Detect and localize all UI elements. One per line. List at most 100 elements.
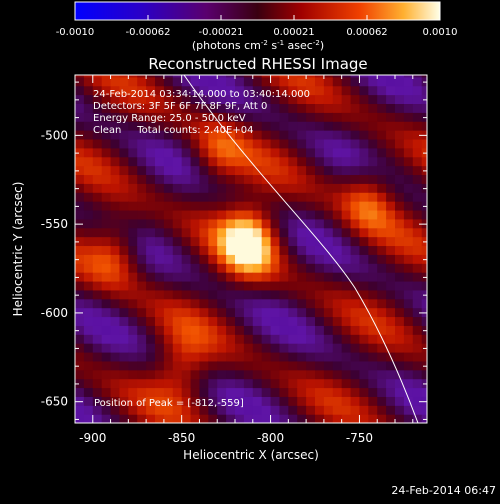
heatmap-cell xyxy=(395,94,405,105)
heatmap-cell xyxy=(163,138,174,149)
heatmap-cell xyxy=(208,396,218,406)
heatmap-cell xyxy=(243,334,254,344)
heatmap-cell xyxy=(75,369,85,380)
heatmap-cell xyxy=(137,360,147,371)
heatmap-cell xyxy=(163,192,174,202)
heatmap-cell xyxy=(172,280,183,291)
heatmap-cell xyxy=(243,75,254,78)
heatmap-cell xyxy=(279,272,289,282)
heatmap-cell xyxy=(421,351,427,362)
heatmap-cell xyxy=(137,414,147,423)
heatmap-cell xyxy=(235,218,245,229)
heatmap-cell xyxy=(412,289,423,300)
heatmap-cell xyxy=(101,103,112,113)
heatmap-cell xyxy=(119,351,129,362)
heatmap-cell xyxy=(119,369,129,380)
heatmap-cell xyxy=(377,201,387,211)
heatmap-cell xyxy=(172,414,183,423)
heatmap-cell xyxy=(359,138,369,149)
heatmap-cell xyxy=(288,94,298,105)
heatmap-cell xyxy=(83,351,94,362)
heatmap-cell xyxy=(279,209,289,220)
heatmap-cell xyxy=(226,325,236,335)
heatmap-cell xyxy=(270,351,281,362)
heatmap-cell xyxy=(377,396,387,406)
heatmap-cell xyxy=(386,218,396,229)
heatmap-cell xyxy=(137,289,147,300)
heatmap-cell xyxy=(350,369,361,380)
heatmap-cell xyxy=(172,387,183,397)
heatmap-cell xyxy=(235,147,245,158)
heatmap-cell xyxy=(368,272,378,282)
heatmap-cell xyxy=(155,280,165,291)
heatmap-cell xyxy=(288,121,298,131)
heatmap-cell xyxy=(92,76,103,87)
heatmap-cell xyxy=(395,174,405,184)
heatmap-cell xyxy=(75,121,85,131)
heatmap-cell xyxy=(261,85,272,96)
heatmap-cell xyxy=(377,121,387,131)
heatmap-cell xyxy=(119,387,129,397)
heatmap-cell xyxy=(190,351,201,362)
heatmap-cell xyxy=(377,183,387,193)
heatmap-cell xyxy=(92,165,103,176)
heatmap-cell xyxy=(128,183,138,193)
heatmap-area xyxy=(75,75,427,423)
heatmap-cell xyxy=(297,85,307,96)
heatmap-cell xyxy=(75,218,85,229)
heatmap-cell xyxy=(137,387,147,397)
heatmap-cell xyxy=(217,138,227,149)
heatmap-cell xyxy=(279,414,289,423)
heatmap-cell xyxy=(323,138,334,149)
heatmap-cell xyxy=(359,263,369,273)
heatmap-cell xyxy=(403,263,414,273)
heatmap-cell xyxy=(190,130,201,140)
heatmap-cell xyxy=(332,263,343,273)
heatmap-cell xyxy=(128,236,138,247)
heatmap-cell xyxy=(119,245,129,255)
heatmap-cell xyxy=(332,76,343,87)
heatmap-cell xyxy=(279,396,289,406)
heatmap-cell xyxy=(341,76,352,87)
heatmap-cell xyxy=(217,387,227,397)
heatmap-cell xyxy=(270,307,281,318)
heatmap-cell xyxy=(83,174,94,184)
heatmap-cell xyxy=(208,227,218,238)
heatmap-cell xyxy=(412,360,423,371)
heatmap-cell xyxy=(306,183,316,193)
heatmap-cell xyxy=(368,360,378,371)
heatmap-cell xyxy=(226,272,236,282)
heatmap-cell xyxy=(146,343,156,353)
heatmap-cell xyxy=(163,209,174,220)
heatmap-cell xyxy=(359,236,369,247)
heatmap-cell xyxy=(137,405,147,415)
heatmap-cell xyxy=(128,369,138,380)
heatmap-cell xyxy=(128,325,138,335)
heatmap-cell xyxy=(306,112,316,122)
heatmap-cell xyxy=(403,165,414,176)
heatmap-cell xyxy=(83,94,94,105)
heatmap-cell xyxy=(341,174,352,184)
heatmap-cell xyxy=(386,360,396,371)
x-tick-label: -750 xyxy=(346,431,373,445)
heatmap-cell xyxy=(128,218,138,229)
heatmap-cell xyxy=(199,387,209,397)
heatmap-cell xyxy=(323,272,334,282)
heatmap-cell xyxy=(270,369,281,380)
heatmap-cell xyxy=(208,209,218,220)
heatmap-cell xyxy=(155,414,165,423)
heatmap-cell xyxy=(137,307,147,318)
heatmap-cell xyxy=(359,227,369,238)
heatmap-cell xyxy=(226,396,236,406)
heatmap-cell xyxy=(421,156,427,167)
heatmap-cell xyxy=(235,360,245,371)
heatmap-cell xyxy=(315,85,325,96)
heatmap-cell xyxy=(377,405,387,415)
heatmap-cell xyxy=(199,378,209,389)
heatmap-cell xyxy=(208,121,218,131)
heatmap-cell xyxy=(146,227,156,238)
heatmap-cell xyxy=(377,75,387,78)
heatmap-cell xyxy=(279,103,289,113)
heatmap-cell xyxy=(110,138,121,149)
heatmap-cell xyxy=(297,174,307,184)
